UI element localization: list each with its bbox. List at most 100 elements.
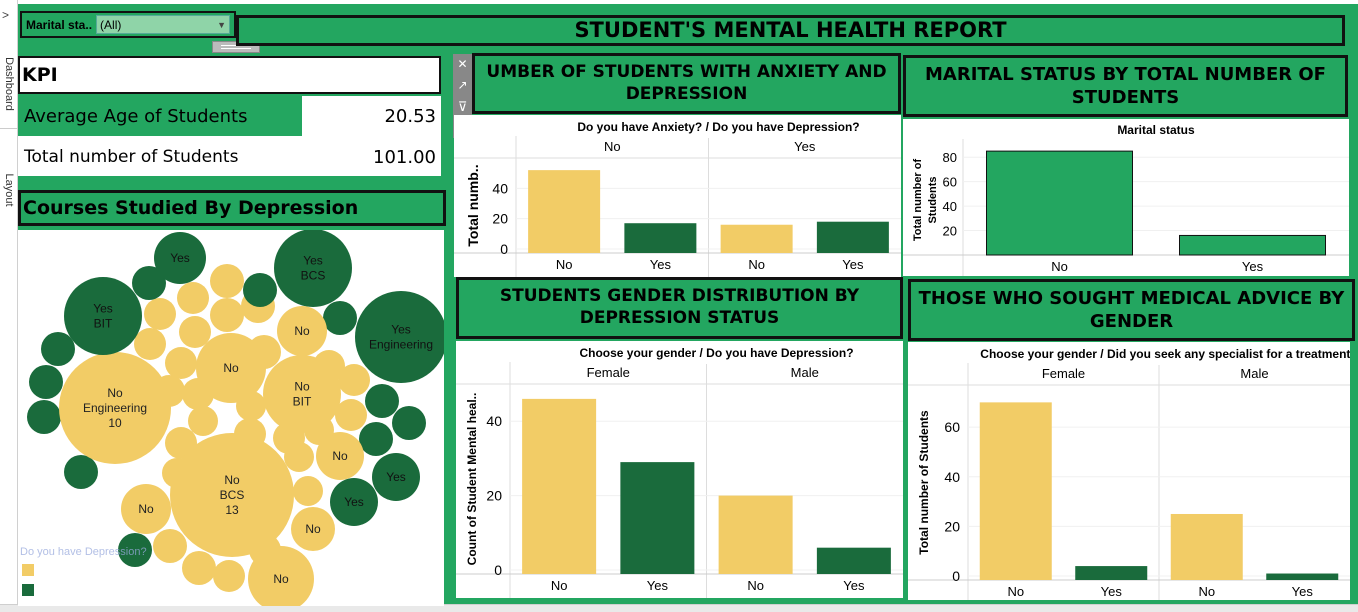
bubble (263, 355, 341, 433)
bar (986, 150, 1133, 256)
bubble-label: Yes (303, 254, 323, 268)
bubble (355, 291, 447, 383)
bubble-label: Yes (93, 302, 113, 316)
group-label: Male (1240, 366, 1268, 381)
popout-icon[interactable]: ↗ (457, 78, 468, 92)
bar (528, 170, 601, 253)
y-tick-label: 20 (492, 211, 508, 227)
x-tick-label: Yes (647, 578, 669, 593)
chart-header: Choose your gender / Did you seek any sp… (980, 347, 1350, 361)
bubble (243, 273, 277, 307)
bubble (170, 433, 294, 557)
bubble (27, 400, 61, 434)
close-icon[interactable]: ✕ (457, 57, 468, 71)
anxiety-chart: Do you have Anxiety? / Do you have Depre… (454, 115, 901, 277)
group-label: Female (587, 365, 630, 380)
x-tick-label: Yes (1101, 584, 1123, 599)
bar (816, 221, 889, 253)
bubble-label: No (294, 324, 310, 338)
bubble-label: No (332, 449, 348, 463)
kpi-label-total-students: Total number of Students (24, 147, 239, 167)
group-label: No (604, 139, 621, 154)
medical-chart-title: THOSE WHO SOUGHT MEDICAL ADVICE BY GENDE… (908, 279, 1355, 341)
tab-layout[interactable]: Layout (3, 173, 15, 207)
bar (624, 223, 697, 253)
anxiety-chart-svg: Do you have Anxiety? / Do you have Depre… (454, 120, 901, 277)
chart-header: Choose your gender / Do you have Depress… (579, 346, 853, 360)
bubble-label: BCS (220, 488, 245, 502)
gender-chart-svg: Choose your gender / Do you have Depress… (456, 346, 903, 598)
tab-dashboard[interactable]: Dashboard (3, 57, 15, 111)
y-tick-label: 20 (486, 488, 502, 504)
bar (718, 495, 793, 574)
medical-chart: Choose your gender / Did you seek any sp… (908, 342, 1358, 600)
bubble (277, 306, 327, 356)
y-tick-label: 40 (944, 469, 960, 485)
bubble (213, 560, 245, 592)
kpi-value-total-students: 101.00 (373, 147, 436, 168)
marital-chart-title: MARITAL STATUS BY TOTAL NUMBER OF STUDEN… (903, 55, 1348, 117)
x-tick-label: No (748, 257, 765, 272)
bubble (338, 364, 370, 396)
courses-title: Courses Studied By Depression (23, 197, 359, 219)
kpi-table: Average Age of Students 20.53 Total numb… (18, 96, 441, 176)
bubble (284, 442, 314, 472)
kpi-title-box: KPI (18, 56, 441, 94)
y-tick-label: 60 (944, 419, 960, 435)
medical-chart-svg: Choose your gender / Did you seek any sp… (908, 347, 1358, 600)
sidebar: > Dashboard Layout (0, 0, 18, 612)
kpi-value-average-age: 20.53 (384, 106, 436, 127)
y-axis-label: Total number of Students (917, 410, 931, 555)
y-tick-label: 0 (494, 562, 502, 578)
bubble (153, 529, 187, 563)
bubble (274, 229, 352, 307)
bubble (182, 551, 216, 585)
courses-bubble-chart: No Engineering 10 No BCS 13 No BIT Yes BIT Yes BCS Y… (18, 229, 447, 612)
bubble (118, 533, 152, 567)
x-tick-label: Yes (1292, 584, 1314, 599)
bubble-label: Engineering (83, 401, 147, 415)
bar (1170, 513, 1243, 580)
filter-dropdown[interactable]: (All) ▼ (96, 15, 231, 34)
bar (720, 224, 793, 253)
chart-header: Marital status (1117, 123, 1195, 137)
y-axis-label-line2: Students (927, 176, 939, 223)
x-tick-label: Yes (650, 257, 672, 272)
bar (1075, 566, 1148, 580)
gender-chart: Choose your gender / Do you have Depress… (456, 341, 903, 598)
kpi-row-total-students: Total number of Students 101.00 (18, 136, 441, 176)
legend-swatch-no (22, 564, 34, 576)
x-tick-label: No (747, 578, 764, 593)
bubble-label: Yes (344, 495, 364, 509)
bubble-label: No (305, 522, 321, 536)
filter-icon[interactable]: ⊽ (457, 99, 468, 114)
kpi-title: KPI (22, 64, 58, 86)
bubble (29, 365, 63, 399)
y-tick-label: 40 (492, 180, 508, 196)
y-tick-label: 40 (943, 199, 957, 214)
bubble (196, 333, 266, 403)
bubble (335, 399, 367, 431)
group-label: Yes (794, 139, 816, 154)
expand-icon[interactable]: > (2, 8, 10, 22)
marital-status-filter: Marital sta.. (All) ▼ (20, 11, 236, 38)
y-tick-label: 80 (943, 150, 957, 165)
bubble-label: No (138, 502, 154, 516)
x-tick-label: No (1007, 584, 1024, 599)
bubble-label: BIT (94, 317, 113, 331)
bubble-label: 10 (108, 416, 122, 430)
gender-chart-title: STUDENTS GENDER DISTRIBUTION BY DEPRESSI… (456, 277, 903, 339)
bubble (165, 347, 197, 379)
bar (1266, 573, 1339, 580)
kpi-row-average-age: Average Age of Students 20.53 (18, 96, 441, 136)
bubble-label: No (223, 361, 239, 375)
y-tick-label: 20 (943, 224, 957, 239)
bubble (210, 298, 244, 332)
bubble (177, 282, 209, 314)
bar (620, 462, 695, 574)
anxiety-chart-title: UMBER OF STUDENTS WITH ANXIETY AND DEPRE… (472, 53, 901, 114)
group-label: Male (791, 365, 819, 380)
bubble-label: No (224, 473, 240, 487)
bubble (64, 277, 142, 355)
y-axis-label: Count of Student Mental heal.. (465, 393, 479, 566)
